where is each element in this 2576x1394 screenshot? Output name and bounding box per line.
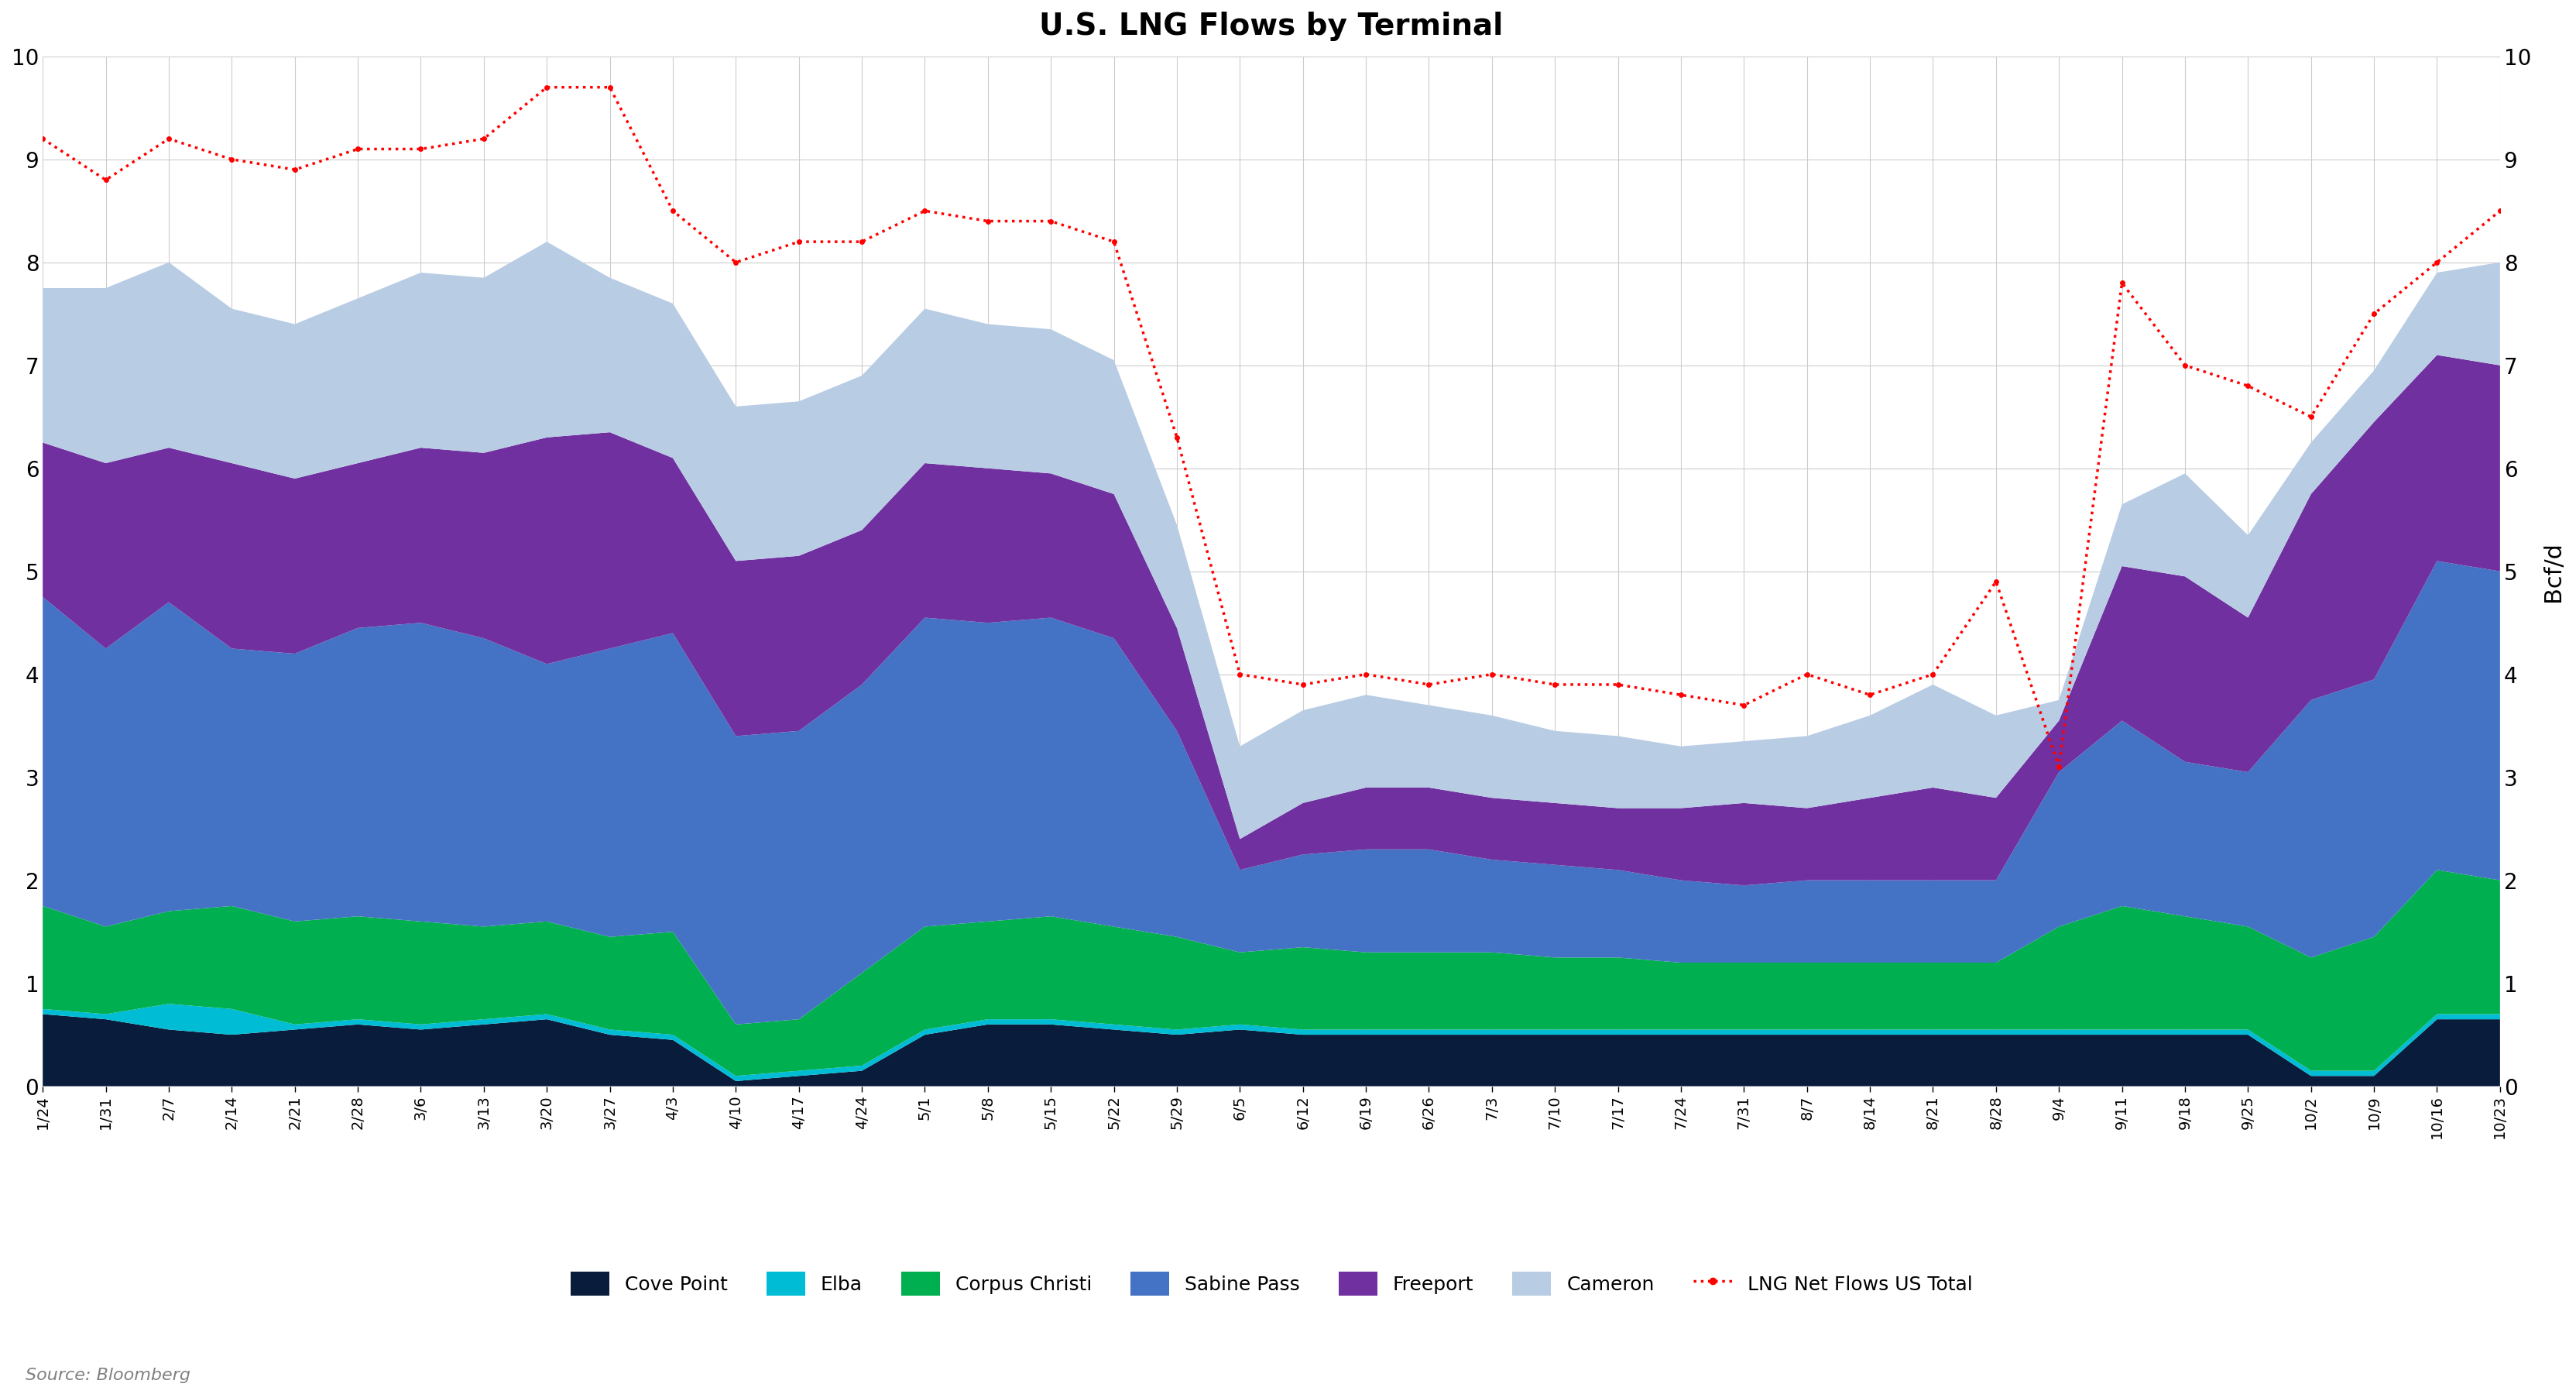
Title: U.S. LNG Flows by Terminal: U.S. LNG Flows by Terminal bbox=[1038, 11, 1504, 40]
Y-axis label: Bcf/d: Bcf/d bbox=[2543, 541, 2563, 601]
Text: Source: Bloomberg: Source: Bloomberg bbox=[26, 1368, 191, 1383]
Legend: Cove Point, Elba, Corpus Christi, Sabine Pass, Freeport, Cameron, LNG Net Flows : Cove Point, Elba, Corpus Christi, Sabine… bbox=[562, 1264, 1981, 1303]
